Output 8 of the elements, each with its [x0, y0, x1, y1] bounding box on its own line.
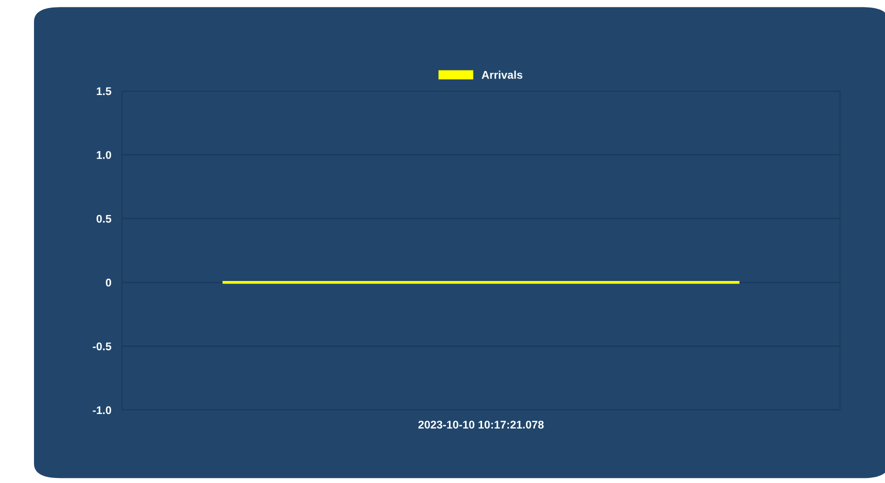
y-tick-label: 0 [106, 278, 112, 287]
y-tick-label: 0.5 [96, 214, 112, 223]
y-tick-label: -1.0 [92, 406, 112, 414]
y-tick-label: 1.5 [96, 87, 112, 96]
x-tick-label: 2023-10-10 10:17:21.078 [418, 420, 544, 429]
y-tick-label: 1.0 [96, 151, 112, 159]
legend-label: Arrivals [482, 70, 522, 79]
y-tick-label: -0.5 [92, 342, 112, 350]
